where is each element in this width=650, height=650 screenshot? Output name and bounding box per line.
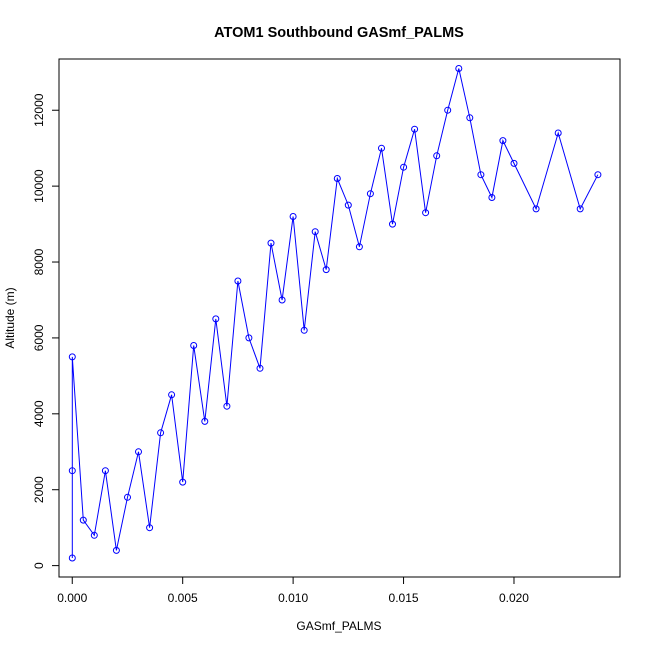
data-marks bbox=[68, 65, 602, 562]
data-point bbox=[300, 326, 308, 334]
data-point bbox=[510, 159, 518, 167]
data-point bbox=[212, 315, 220, 323]
y-tick-label: 6000 bbox=[32, 324, 46, 351]
y-tick-label: 8000 bbox=[32, 248, 46, 275]
data-point bbox=[366, 190, 374, 198]
data-point bbox=[278, 296, 286, 304]
data-point bbox=[554, 129, 562, 137]
y-tick-label: 10000 bbox=[32, 169, 46, 203]
chart-title: ATOM1 Southbound GASmf_PALMS bbox=[214, 25, 464, 41]
x-tick-label: 0.000 bbox=[57, 591, 87, 605]
data-point bbox=[124, 493, 131, 501]
y-tick-label: 0 bbox=[32, 562, 46, 569]
data-point bbox=[411, 125, 419, 133]
data-point bbox=[112, 546, 120, 554]
data-point bbox=[289, 213, 297, 220]
data-point bbox=[101, 467, 109, 475]
data-point bbox=[355, 243, 363, 251]
x-tick-label: 0.005 bbox=[168, 591, 198, 605]
data-point bbox=[68, 353, 76, 361]
y-tick-label: 12000 bbox=[32, 93, 46, 127]
x-axis-label: GASmf_PALMS bbox=[296, 619, 381, 633]
data-point bbox=[344, 201, 352, 209]
data-point bbox=[455, 65, 463, 72]
x-tick-label: 0.020 bbox=[499, 591, 529, 605]
data-point bbox=[594, 171, 602, 179]
data-point bbox=[322, 266, 330, 274]
y-axis: 0 2000 4000 6000 8000 10000 12000 bbox=[32, 93, 59, 569]
x-tick-label: 0.015 bbox=[389, 591, 419, 605]
data-point bbox=[378, 144, 385, 152]
data-point bbox=[311, 228, 319, 236]
data-point bbox=[135, 448, 142, 456]
data-point bbox=[256, 364, 264, 372]
plot-area: 0.000 0.005 0.010 0.015 0.020 0 2000 4000 6000 8… bbox=[32, 58, 621, 605]
data-point bbox=[333, 175, 341, 182]
data-point bbox=[477, 171, 485, 179]
data-point bbox=[68, 554, 76, 562]
data-point bbox=[422, 209, 430, 217]
data-point bbox=[201, 417, 209, 425]
data-point bbox=[79, 516, 87, 524]
data-point bbox=[267, 239, 275, 247]
data-point bbox=[234, 277, 242, 285]
data-point bbox=[90, 531, 98, 539]
data-point bbox=[389, 220, 396, 228]
data-point bbox=[223, 402, 231, 410]
data-point bbox=[146, 524, 154, 532]
y-axis-label: Altitude (m) bbox=[3, 287, 17, 348]
data-point bbox=[168, 391, 176, 399]
x-tick-label: 0.010 bbox=[278, 591, 308, 605]
data-point bbox=[68, 467, 76, 475]
data-point bbox=[444, 106, 452, 114]
data-point bbox=[179, 478, 187, 486]
x-axis: 0.000 0.005 0.010 0.015 0.020 bbox=[57, 576, 529, 605]
data-point bbox=[466, 114, 474, 122]
data-point bbox=[157, 429, 165, 437]
data-point bbox=[488, 194, 496, 201]
data-point bbox=[433, 152, 441, 160]
y-tick-label: 4000 bbox=[32, 400, 46, 427]
data-point bbox=[532, 205, 540, 213]
data-point bbox=[245, 334, 253, 342]
series-line bbox=[71, 68, 599, 558]
plot-frame bbox=[58, 58, 621, 578]
y-tick-label: 2000 bbox=[32, 476, 46, 503]
data-point bbox=[190, 342, 198, 349]
data-point bbox=[400, 163, 408, 171]
data-point bbox=[499, 137, 507, 145]
data-point bbox=[576, 205, 584, 213]
